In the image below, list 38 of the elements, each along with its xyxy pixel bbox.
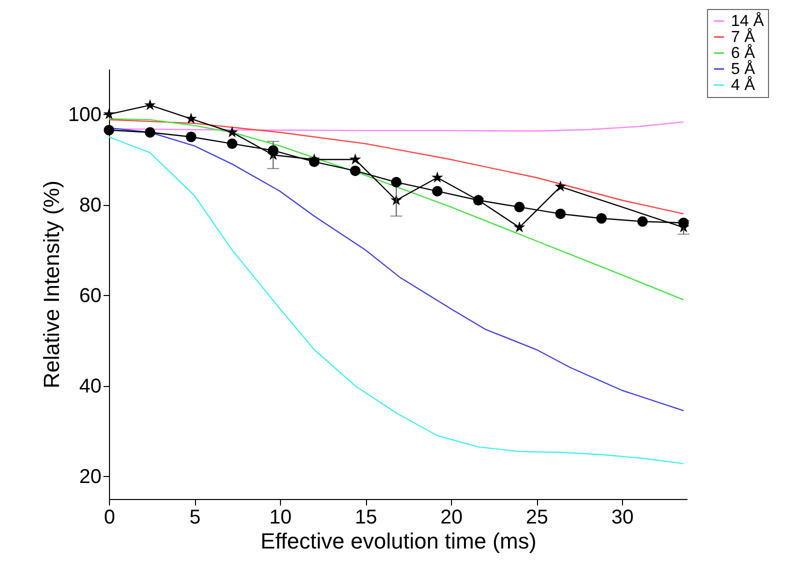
y-tick-label: 20 — [79, 466, 102, 488]
point — [391, 176, 402, 188]
y-tick-label: 60 — [79, 284, 102, 307]
point — [144, 99, 156, 110]
line-series — [108, 136, 684, 464]
point — [554, 180, 566, 192]
point — [104, 124, 114, 136]
point — [596, 213, 607, 224]
x-tick-label: 30 — [611, 506, 634, 528]
point — [514, 202, 525, 212]
x-tick-label: 25 — [526, 506, 548, 528]
point — [226, 138, 238, 149]
legend-label: 4 Å — [731, 76, 756, 94]
x-tick-label: 0 — [104, 506, 116, 528]
point — [144, 127, 156, 138]
y-axis-title: Relative Intensity (%) — [39, 180, 64, 388]
y-tick-label: 100 — [68, 104, 102, 126]
point — [473, 195, 484, 206]
point — [432, 186, 443, 196]
point — [349, 153, 362, 164]
y-tick-label: 40 — [79, 375, 102, 398]
x-tick-label: 15 — [354, 506, 378, 528]
y-tick-label: 80 — [79, 194, 102, 216]
point — [555, 208, 566, 220]
point — [678, 218, 689, 228]
x-tick-label: 10 — [269, 506, 292, 528]
point — [268, 145, 278, 156]
point — [186, 132, 196, 142]
point — [432, 172, 444, 183]
x-tick-label: 20 — [440, 506, 463, 528]
point — [308, 156, 320, 168]
point — [226, 126, 238, 138]
point — [350, 166, 360, 176]
x-axis-title: Effective evolution time (ms) — [260, 528, 536, 554]
x-tick-label: 5 — [189, 506, 201, 528]
point — [637, 216, 648, 227]
point — [185, 112, 197, 124]
point — [514, 221, 526, 232]
